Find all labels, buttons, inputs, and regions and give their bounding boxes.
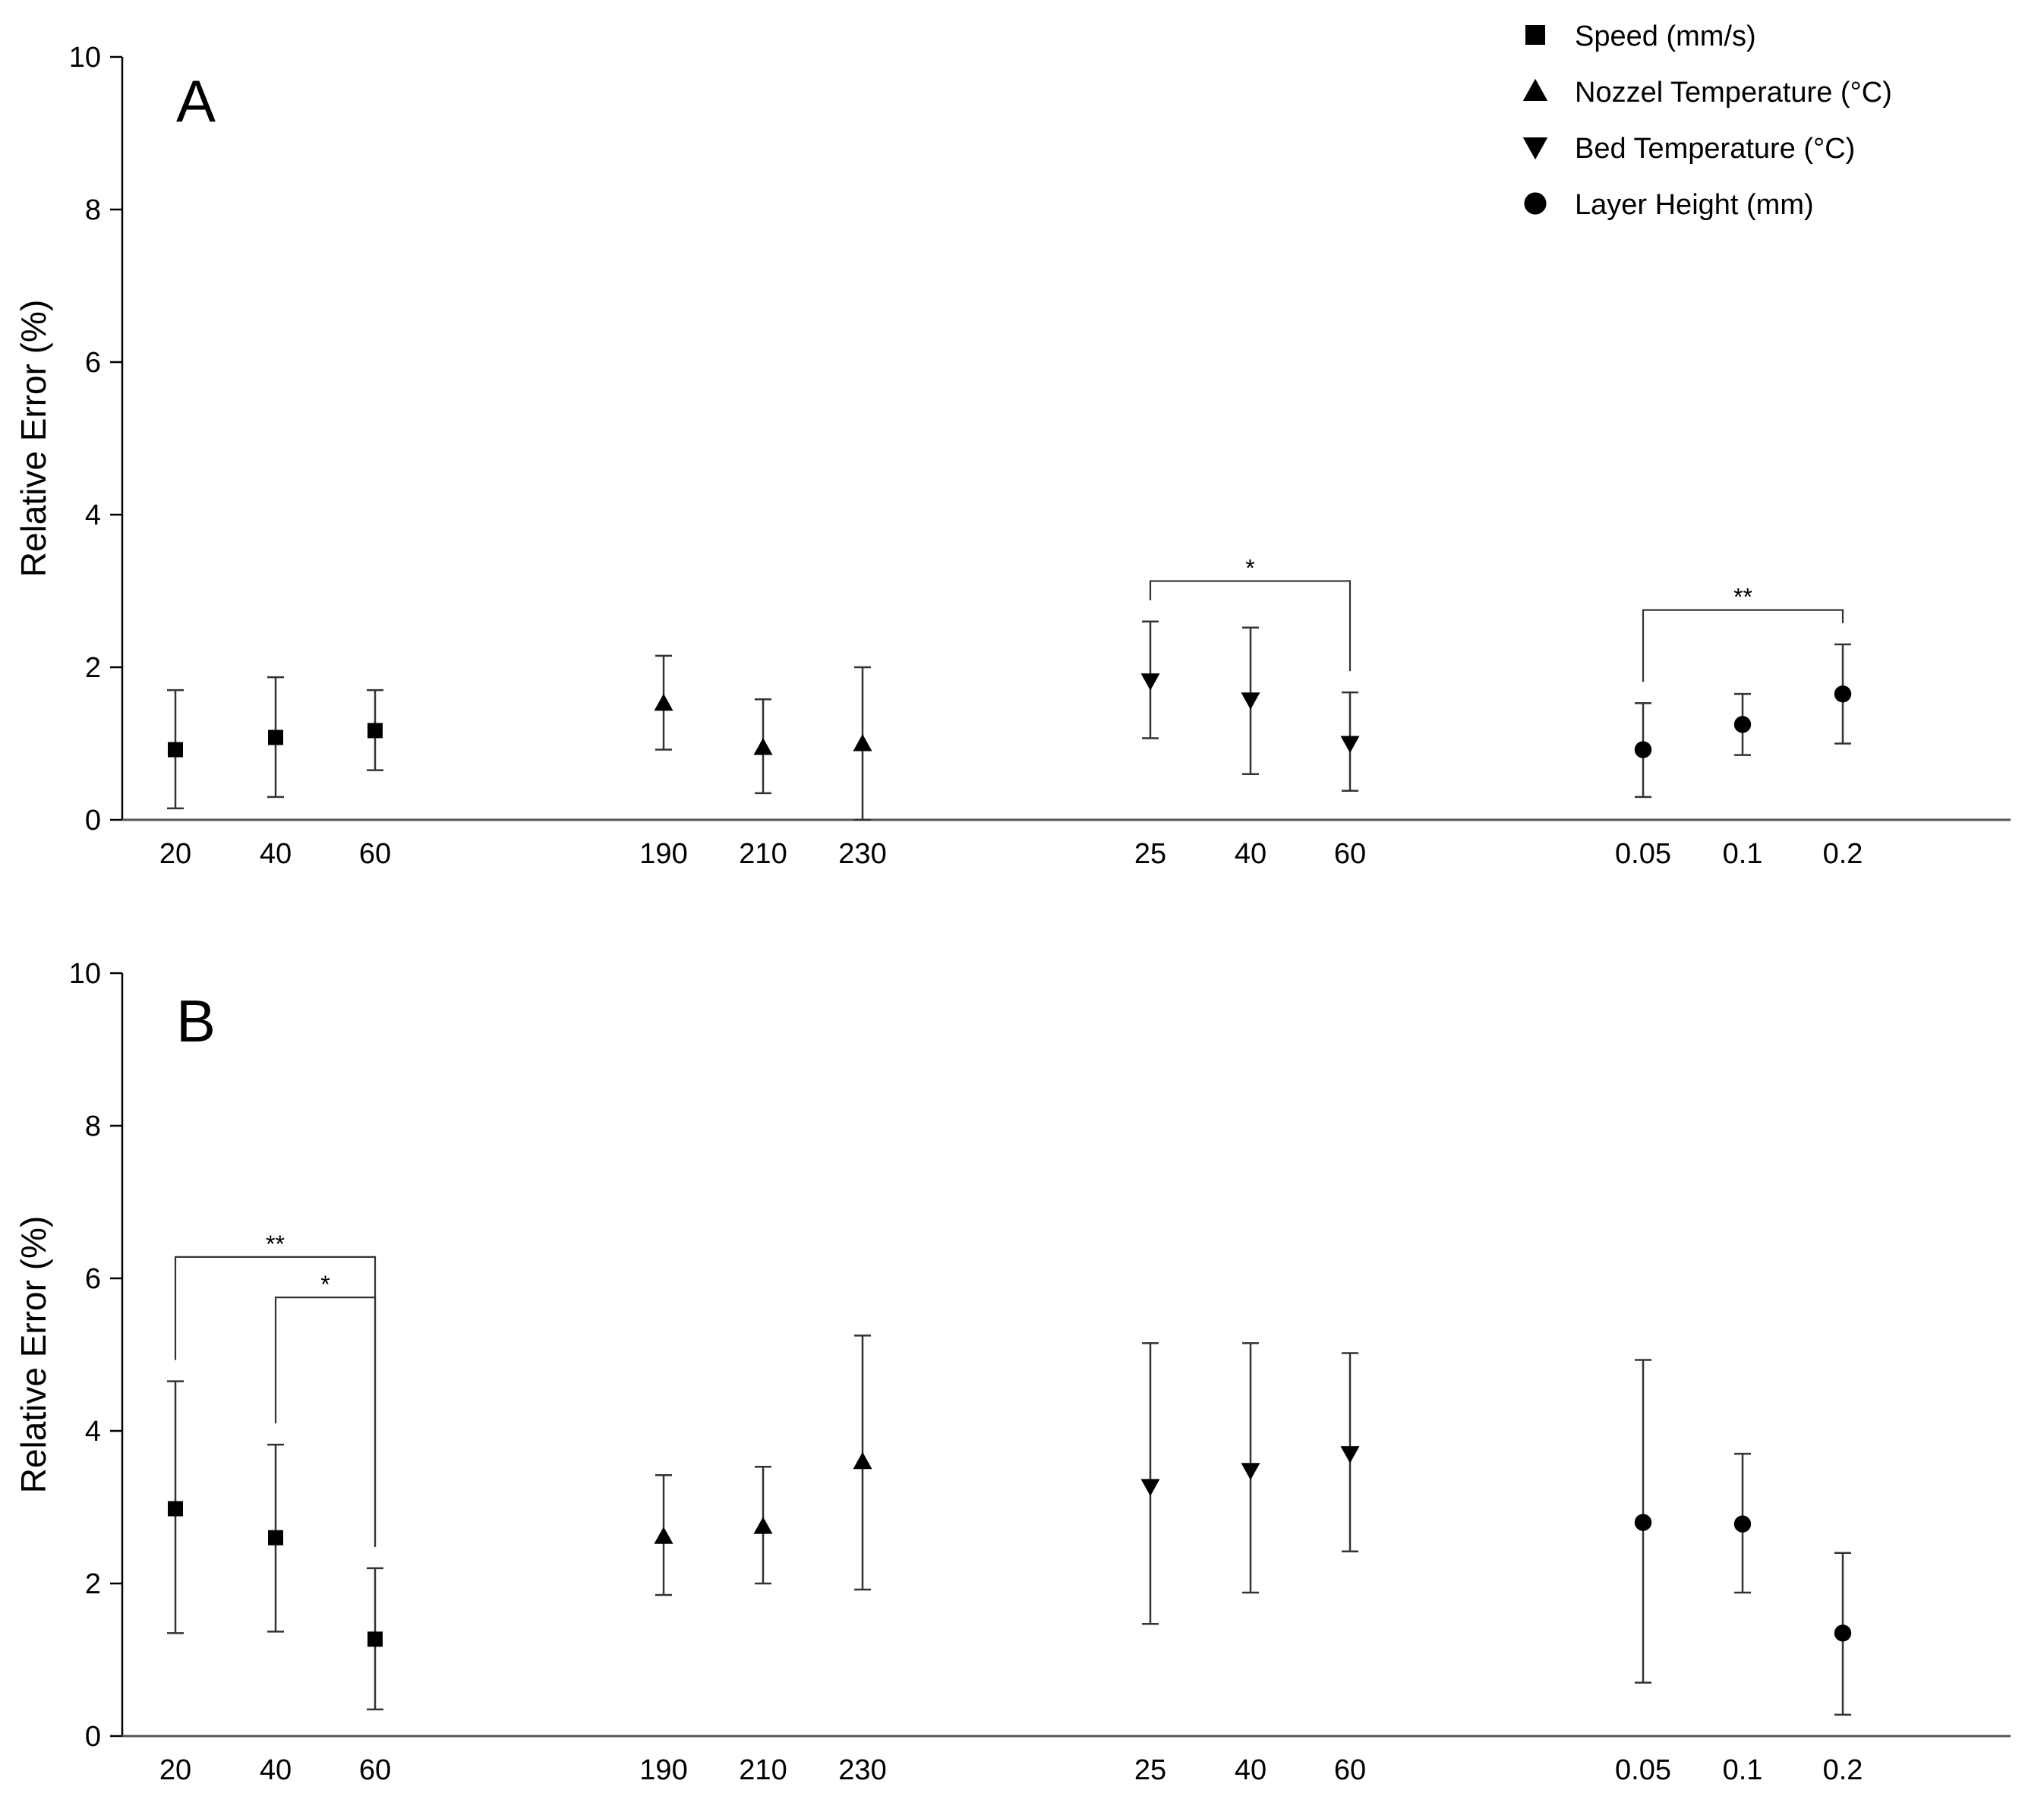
significance-bracket bbox=[1149, 580, 1352, 672]
x-tick-label: 20 bbox=[159, 838, 191, 870]
data-point-square bbox=[268, 729, 283, 745]
significance-label: * bbox=[320, 1271, 330, 1298]
x-tick-label: 0.05 bbox=[1615, 1754, 1671, 1786]
data-point-triangle-up bbox=[853, 734, 872, 752]
data-point-triangle-up bbox=[853, 1451, 872, 1470]
y-tick-label: 6 bbox=[85, 347, 101, 379]
y-tick-label: 4 bbox=[85, 1416, 101, 1448]
data-point-triangle-down bbox=[1241, 692, 1260, 710]
x-tick-label: 0.1 bbox=[1723, 838, 1763, 870]
data-point-circle bbox=[1834, 1624, 1852, 1642]
y-axis-label: Relative Error (%) bbox=[14, 300, 53, 578]
data-point-triangle-down bbox=[1340, 736, 1360, 753]
x-tick-label: 0.1 bbox=[1723, 1754, 1763, 1786]
data-point-square bbox=[168, 1501, 183, 1517]
y-tick-label: 6 bbox=[85, 1263, 101, 1295]
legend-marker-triangle-down bbox=[1522, 137, 1548, 160]
y-tick-label: 2 bbox=[85, 1568, 101, 1600]
data-point-triangle-down bbox=[1241, 1463, 1260, 1480]
x-tick-label: 210 bbox=[739, 1754, 787, 1786]
data-point-circle bbox=[1733, 1515, 1752, 1533]
data-point-square bbox=[268, 1530, 283, 1546]
data-point-triangle-up bbox=[654, 693, 673, 711]
legend: Speed (mm/s) Nozzel Temperature (°C) Bed T… bbox=[1522, 20, 1892, 221]
y-tick-label: 2 bbox=[85, 652, 101, 684]
y-tick-label: 10 bbox=[69, 42, 101, 74]
panel-b-chart: 0 2 4 6 8 10 Relative Error (%) B 20 40 60 190 210 23… bbox=[14, 958, 2011, 1786]
x-tick-label: 40 bbox=[260, 838, 292, 870]
data-point-triangle-up bbox=[753, 738, 773, 755]
data-point-circle bbox=[1733, 716, 1752, 733]
x-tick-label: 210 bbox=[739, 838, 787, 870]
significance-bracket bbox=[1642, 609, 1844, 682]
y-axis-label: Relative Error (%) bbox=[14, 1216, 53, 1494]
panel-label: A bbox=[176, 68, 216, 134]
x-tick-label: 25 bbox=[1134, 1754, 1166, 1786]
data-point-square bbox=[367, 1631, 383, 1647]
data-point-triangle-up bbox=[654, 1527, 673, 1544]
data-point-square bbox=[168, 742, 183, 758]
y-tick-label: 0 bbox=[85, 1721, 101, 1753]
data-point-triangle-down bbox=[1340, 1446, 1360, 1464]
x-tick-label: 230 bbox=[838, 838, 886, 870]
significance-bracket bbox=[274, 1297, 377, 1547]
x-tick-label: 40 bbox=[1235, 838, 1266, 870]
legend-label: Nozzel Temperature (°C) bbox=[1575, 77, 1892, 109]
significance-label: ** bbox=[266, 1231, 285, 1258]
x-tick-label: 0.2 bbox=[1823, 838, 1863, 870]
panel-label: B bbox=[176, 988, 216, 1054]
legend-marker-square bbox=[1525, 25, 1545, 45]
data-point-triangle-down bbox=[1140, 1479, 1160, 1496]
y-tick-label: 4 bbox=[85, 499, 101, 531]
y-tick-label: 0 bbox=[85, 805, 101, 837]
data-point-circle bbox=[1834, 685, 1852, 703]
legend-label: Speed (mm/s) bbox=[1575, 20, 1756, 52]
significance-label: ** bbox=[1733, 584, 1752, 611]
legend-marker-circle bbox=[1524, 192, 1547, 215]
legend-label: Bed Temperature (°C) bbox=[1575, 133, 1855, 165]
x-tick-label: 0.2 bbox=[1823, 1754, 1863, 1786]
x-tick-label: 20 bbox=[159, 1754, 191, 1786]
x-tick-label: 60 bbox=[1334, 1754, 1366, 1786]
x-tick-label: 60 bbox=[359, 1754, 391, 1786]
x-tick-label: 60 bbox=[359, 838, 391, 870]
x-tick-label: 25 bbox=[1134, 838, 1166, 870]
x-tick-label: 190 bbox=[639, 1754, 687, 1786]
data-point-square bbox=[367, 723, 383, 739]
x-tick-label: 40 bbox=[1235, 1754, 1266, 1786]
panel-a-chart: 0 2 4 6 8 10 Relative Error (%) A 20 40 60 190 210 23… bbox=[14, 42, 2011, 870]
data-point-circle bbox=[1634, 1514, 1652, 1531]
y-tick-label: 10 bbox=[69, 958, 101, 990]
x-tick-label: 190 bbox=[639, 838, 687, 870]
y-tick-label: 8 bbox=[85, 194, 101, 226]
data-point-triangle-down bbox=[1140, 673, 1160, 691]
significance-label: * bbox=[1245, 554, 1254, 581]
legend-marker-triangle-up bbox=[1522, 78, 1548, 101]
x-tick-label: 60 bbox=[1334, 838, 1366, 870]
x-tick-label: 230 bbox=[838, 1754, 886, 1786]
x-tick-label: 40 bbox=[260, 1754, 292, 1786]
y-tick-label: 8 bbox=[85, 1111, 101, 1142]
legend-label: Layer Height (mm) bbox=[1575, 189, 1814, 221]
x-tick-label: 0.05 bbox=[1615, 838, 1671, 870]
data-point-triangle-up bbox=[753, 1517, 773, 1534]
data-point-circle bbox=[1634, 741, 1652, 758]
